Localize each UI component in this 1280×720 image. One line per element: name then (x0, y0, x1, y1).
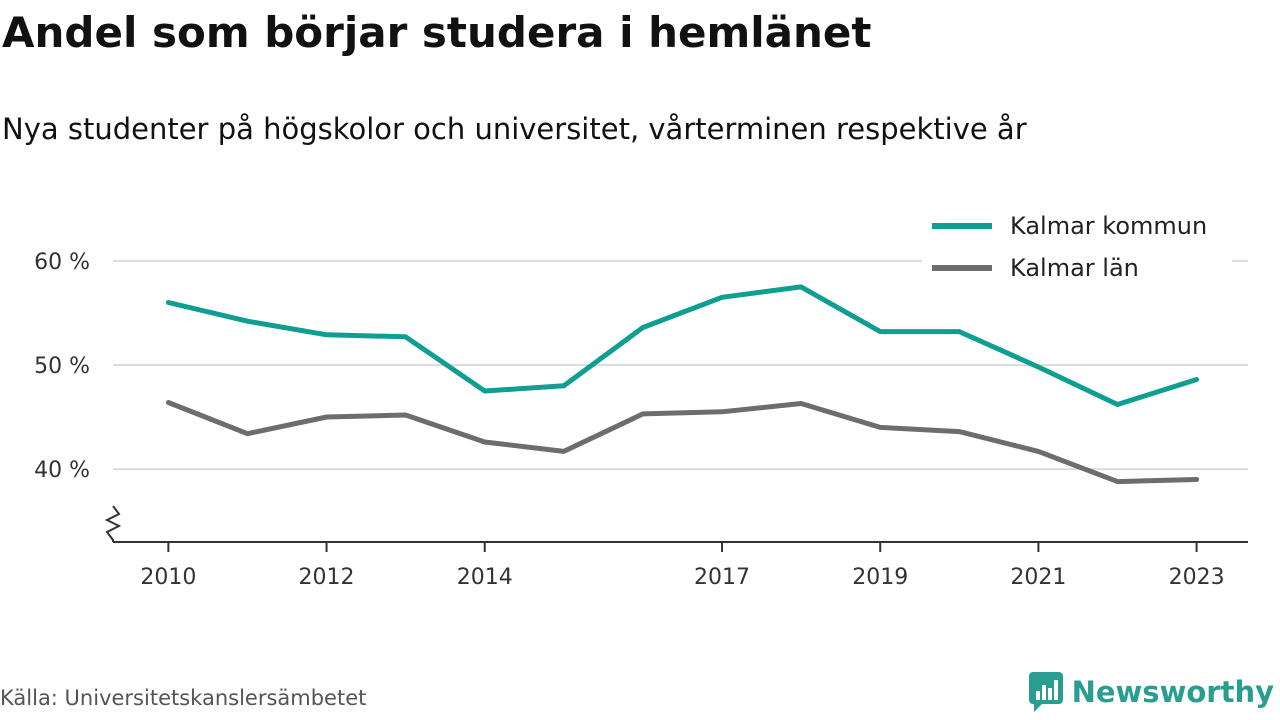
x-tick-label: 2014 (457, 565, 513, 590)
x-tick-label: 2017 (694, 565, 750, 590)
x-tick-label: 2019 (852, 565, 908, 590)
axis-break-icon (104, 505, 122, 542)
legend: Kalmar kommun Kalmar län (922, 205, 1232, 285)
x-tick-label: 2010 (140, 565, 196, 590)
legend-background (922, 205, 1232, 285)
series-line-kalmar-kommun (165, 284, 1200, 407)
y-tick-label: 40 % (34, 458, 90, 483)
x-tick-label: 2023 (1169, 565, 1225, 590)
x-axis: 2010 2012 2014 2017 2019 2021 2023 (104, 505, 1248, 590)
x-tick-label: 2012 (299, 565, 355, 590)
source-note: Källa: Universitetskanslersämbetet (0, 686, 367, 710)
legend-label: Kalmar kommun (1010, 212, 1207, 240)
chart-subtitle: Nya studenter på högskolor och universit… (2, 112, 1027, 146)
newsworthy-logo-icon (1028, 672, 1063, 712)
chart-title: Andel som börjar studera i hemlänet (2, 8, 872, 57)
series-line-kalmar-län (165, 400, 1200, 485)
brand-name: Newsworthy (1071, 675, 1274, 709)
line-chart: 40 % 50 % 60 % 2010 2012 2014 2017 2019 2021 202… (34, 205, 1248, 590)
series-lines (165, 284, 1200, 485)
brand-logo: Newsworthy (1028, 670, 1274, 714)
legend-label: Kalmar län (1010, 254, 1139, 282)
y-tick-label: 50 % (34, 354, 90, 379)
x-tick-label: 2021 (1010, 565, 1066, 590)
y-tick-label: 60 % (34, 250, 90, 275)
